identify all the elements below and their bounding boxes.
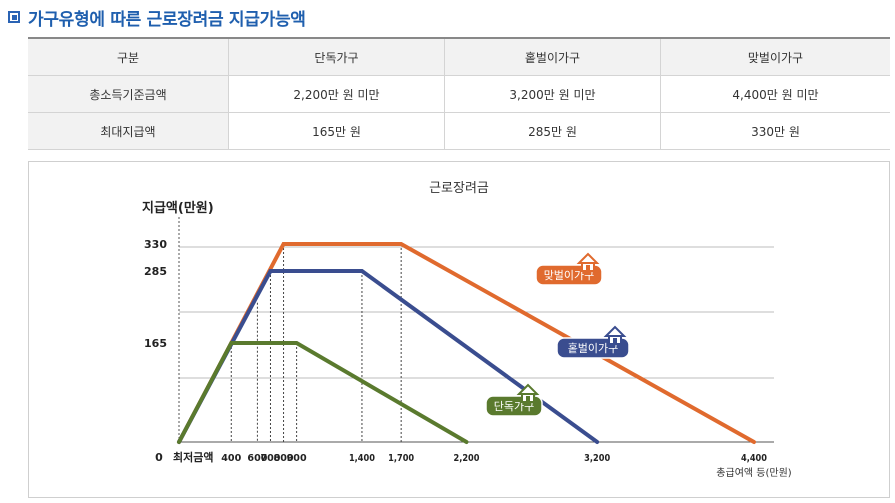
x-tick-label: 800 [274,453,294,464]
x-tick-label: 2,200 [454,453,480,464]
table-cell: 165만 원 [228,112,445,150]
x-tick-label: 900 [287,453,307,464]
series-line [177,341,469,444]
y-tick-label: 165 [144,337,167,350]
house-icon [603,325,627,337]
section-title: 가구유형에 따른 근로장려금 지급가능액 [28,9,306,30]
table-cell: 3,200만 원 미만 [444,75,661,113]
column-header: 홑벌이가구 [444,37,661,76]
house-icon-door [613,338,617,343]
table-header-row: 구분 단독가구 홑벌이가구 맞벌이가구 [28,37,890,76]
x-tick-label: 0 [155,451,163,464]
column-header: 단독가구 [228,37,445,76]
column-header: 구분 [28,37,229,76]
series-label: 홑벌이가구 [568,342,619,355]
x-tick-label: 1,700 [388,453,414,464]
x-tick-label: 4,400 [741,453,767,464]
row-header: 총소득기준금액 [28,75,229,113]
chart-title: 근로장려금 [429,181,489,196]
x-tick-label: 1,400 [349,453,375,464]
table-cell: 2,200만 원 미만 [228,75,445,113]
column-header: 맞벌이가구 [660,37,890,76]
series-label: 단독가구 [494,400,534,413]
x-axis-label: 총급여액 등(만원) [716,467,791,479]
x-tick-label: 600 [247,453,267,464]
series-label: 맞벌이가구 [544,269,595,282]
row-header: 최대지급액 [28,112,229,150]
square-bullet-icon [8,11,20,23]
section-header: 가구유형에 따른 근로장려금 지급가능액 [8,6,306,30]
table-row: 총소득기준금액 2,200만 원 미만 3,200만 원 미만 4,400만 원… [28,75,890,113]
y-axis-label: 지급액(만원) [142,200,214,216]
x-tick-label: 3,200 [584,453,610,464]
house-icon-door [526,396,530,401]
x-tick-label: 700 [260,453,280,464]
house-icon-door [586,265,590,270]
table-cell: 285만 원 [444,112,661,150]
y-tick-label: 330 [144,238,167,251]
y-tick-label: 285 [144,265,167,278]
table-row: 최대지급액 165만 원 285만 원 330만 원 [28,112,890,150]
x-tick-label: 400 [221,453,241,464]
x-min-label: 최저금액 [173,450,213,464]
house-icon [576,252,600,264]
table-cell: 4,400만 원 미만 [660,75,890,113]
benefit-table: 구분 단독가구 홑벌이가구 맞벌이가구 총소득기준금액 2,200만 원 미만 … [28,37,890,150]
table-cell: 330만 원 [660,112,890,150]
